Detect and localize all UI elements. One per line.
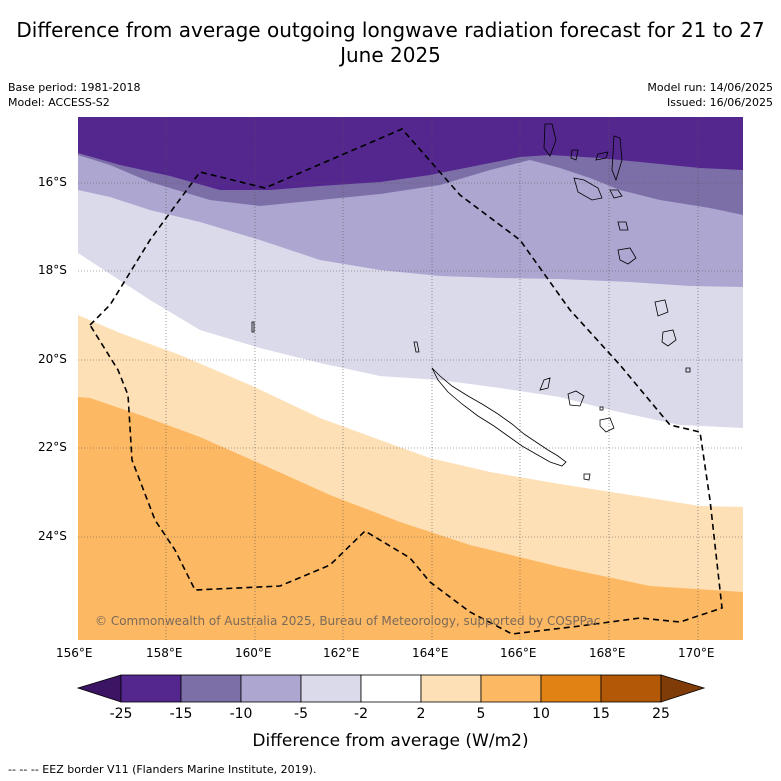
- colorbar-tick: 5: [476, 706, 486, 722]
- colorbar-tick: 10: [532, 706, 550, 722]
- colorbar-seg-3: [240, 674, 302, 703]
- x-tick-label: 168°E: [589, 646, 626, 660]
- colorbar-seg-4: [300, 674, 362, 703]
- x-tick-label: 156°E: [56, 646, 93, 660]
- colorbar-seg-7: [480, 674, 542, 703]
- map-area: [78, 117, 743, 640]
- small-islets: [251, 321, 691, 411]
- x-tick-label: 160°E: [235, 646, 272, 660]
- base-period: Base period: 1981-2018: [8, 81, 141, 94]
- y-tick-label: 22°S: [38, 440, 67, 454]
- colorbar-seg-8: [540, 674, 602, 703]
- meta-left: Base period: 1981-2018 Model: ACCESS-S2: [8, 80, 140, 110]
- issued-date: Issued: 16/06/2025: [666, 96, 773, 109]
- colorbar-tick: -2: [354, 706, 368, 722]
- y-tick-label: 24°S: [38, 529, 67, 543]
- new-caledonia-island: [431, 367, 567, 467]
- colorbar-tick: 15: [592, 706, 610, 722]
- y-tick-label: 20°S: [38, 352, 67, 366]
- map-title: Difference from average outgoing longwav…: [16, 18, 765, 67]
- colorbar-tick: -10: [229, 706, 253, 722]
- colorbar-tick: -25: [109, 706, 133, 722]
- colorbar-seg-5: [360, 674, 422, 703]
- x-tick-label: 170°E: [678, 646, 715, 660]
- colorbar-tick: 25: [652, 706, 670, 722]
- colorbar-seg-6: [420, 674, 482, 703]
- colorbar-seg-9: [600, 674, 662, 703]
- y-tick-label: 18°S: [38, 263, 67, 277]
- x-tick-label: 164°E: [412, 646, 449, 660]
- band-minus15-minus25: [78, 117, 743, 190]
- colorbar-seg-2: [180, 674, 242, 703]
- colorbar-tick: 2: [416, 706, 426, 722]
- x-tick-label: 166°E: [500, 646, 537, 660]
- copyright-credit: © Commonwealth of Australia 2025, Bureau…: [95, 614, 601, 628]
- colorbar-extend-high: [660, 674, 706, 703]
- eez-border: [88, 128, 723, 635]
- vanuatu-islands: [543, 123, 677, 347]
- colorbar-extend-low: [76, 674, 122, 703]
- x-tick-label: 158°E: [146, 646, 183, 660]
- x-tick-label: 162°E: [323, 646, 360, 660]
- colorbar-seg-1: [120, 674, 182, 703]
- model-name: Model: ACCESS-S2: [8, 96, 110, 109]
- eez-footnote: -- -- -- EEZ border V11 (Flanders Marine…: [8, 763, 317, 776]
- colorbar: [76, 674, 706, 703]
- colorbar-tick: -5: [294, 706, 308, 722]
- model-run: Model run: 14/06/2025: [647, 81, 773, 94]
- colorbar-tick: -15: [169, 706, 193, 722]
- loyalty-islands: [539, 377, 615, 481]
- y-tick-label: 16°S: [38, 175, 67, 189]
- meta-right: Model run: 14/06/2025 Issued: 16/06/2025: [647, 80, 773, 110]
- colorbar-title: Difference from average (W/m2): [252, 731, 529, 751]
